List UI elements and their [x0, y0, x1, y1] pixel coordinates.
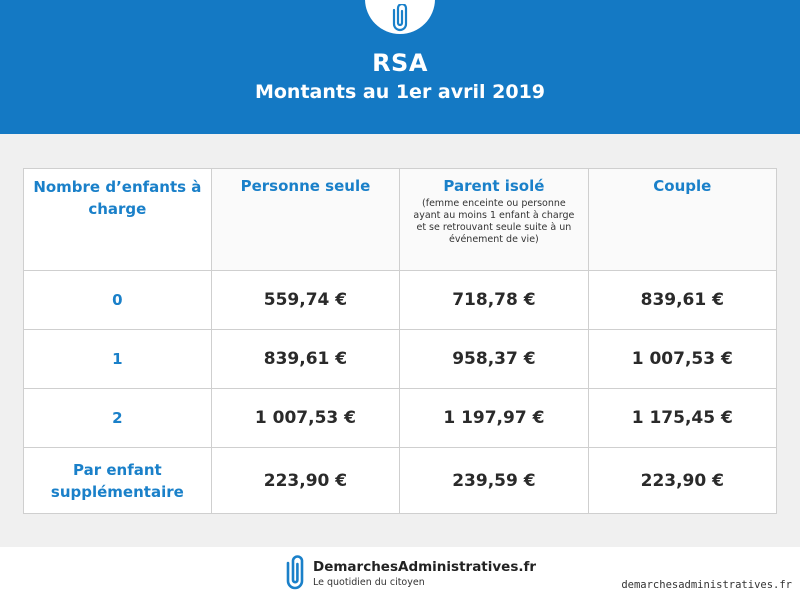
- header-label: Nombre d’enfants à charge: [33, 178, 202, 218]
- header-cell-single-parent: Parent isolé (femme enceinte ou personne …: [399, 168, 589, 271]
- amount-cell: 1 007,53 €: [210, 388, 401, 448]
- header-cell-children: Nombre d’enfants à charge: [23, 168, 212, 271]
- amount-cell: 718,78 €: [399, 270, 589, 330]
- content-area: Nombre d’enfants à charge Personne seule…: [0, 134, 800, 547]
- paperclip-brand-icon: [286, 555, 304, 590]
- rsa-amounts-table: Nombre d’enfants à charge Personne seule…: [23, 168, 778, 514]
- amount-cell: 223,90 €: [587, 447, 778, 514]
- amount-cell: 1 197,97 €: [399, 388, 589, 448]
- paperclip-logo-icon: [392, 4, 408, 32]
- amount-cell: 839,61 €: [587, 270, 778, 330]
- amount-cell: 239,59 €: [399, 447, 589, 514]
- amount-cell: 559,74 €: [210, 270, 401, 330]
- amount-cell: 1 007,53 €: [587, 329, 778, 389]
- logo-badge: [365, 0, 435, 34]
- amount-cell: 839,61 €: [210, 329, 401, 389]
- row-label: 1: [23, 329, 212, 389]
- site-watermark: demarchesadministratives.fr: [621, 579, 792, 591]
- page-title: RSA: [372, 49, 428, 77]
- brand-name: DemarchesAdministratives.fr: [313, 559, 537, 575]
- header-label: Parent isolé: [443, 177, 545, 195]
- table-row: 2 1 007,53 € 1 197,97 € 1 175,45 €: [23, 388, 778, 448]
- header-label: Couple: [653, 177, 712, 195]
- brand-tagline: Le quotidien du citoyen: [313, 577, 425, 588]
- header-cell-single: Personne seule: [210, 168, 401, 271]
- header-banner: RSA Montants au 1er avril 2019: [0, 0, 800, 134]
- table-row: Par enfant supplémentaire 223,90 € 239,5…: [23, 447, 778, 514]
- header-cell-couple: Couple: [587, 168, 778, 271]
- header-label: Personne seule: [240, 177, 371, 195]
- row-label: 0: [23, 270, 212, 330]
- amount-cell: 1 175,45 €: [587, 388, 778, 448]
- row-label: 2: [23, 388, 212, 448]
- table-row: 1 839,61 € 958,37 € 1 007,53 €: [23, 329, 778, 389]
- table-header-row: Nombre d’enfants à charge Personne seule…: [23, 168, 778, 271]
- header-note: (femme enceinte ou personne ayant au moi…: [413, 198, 575, 245]
- amount-cell: 958,37 €: [399, 329, 589, 389]
- footer-logo[interactable]: DemarchesAdministratives.fr Le quotidien…: [283, 553, 536, 593]
- amount-cell: 223,90 €: [210, 447, 401, 514]
- page-subtitle: Montants au 1er avril 2019: [254, 81, 546, 103]
- row-label: Par enfant supplémentaire: [23, 447, 212, 514]
- table-row: 0 559,74 € 718,78 € 839,61 €: [23, 270, 778, 330]
